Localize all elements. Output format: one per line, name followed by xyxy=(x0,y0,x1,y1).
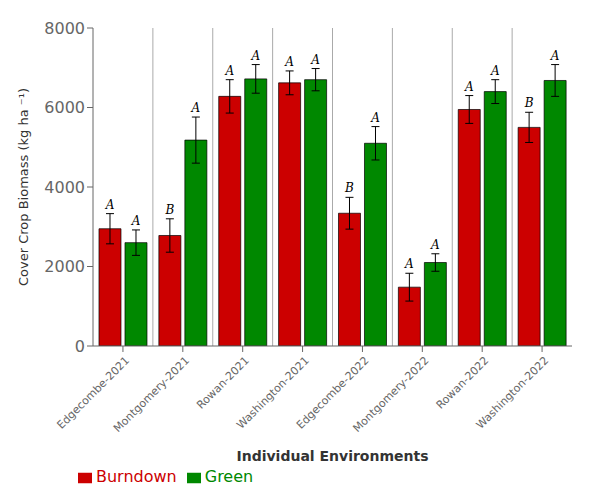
svg-text:A: A xyxy=(224,64,234,78)
svg-text:Cover Crop Biomass (kg ha ⁻¹): Cover Crop Biomass (kg ha ⁻¹) xyxy=(16,88,31,286)
svg-text:4000: 4000 xyxy=(44,178,85,197)
svg-text:A: A xyxy=(490,64,500,78)
svg-text:Individual Environments: Individual Environments xyxy=(236,448,428,464)
svg-text:Washington-2021: Washington-2021 xyxy=(234,354,312,432)
svg-text:A: A xyxy=(191,101,201,115)
svg-text:A: A xyxy=(310,53,320,67)
svg-text:Rowan-2022: Rowan-2022 xyxy=(434,354,492,412)
svg-text:Montgomery-2021: Montgomery-2021 xyxy=(111,354,192,435)
svg-text:B: B xyxy=(344,181,354,195)
html-text:Green: Green xyxy=(204,467,254,486)
svg-text:A: A xyxy=(284,55,294,69)
svg-text:Montgomery-2022: Montgomery-2022 xyxy=(351,354,432,435)
svg-text:6000: 6000 xyxy=(44,98,85,117)
svg-text:A: A xyxy=(131,214,141,228)
svg-text:Rowan-2021: Rowan-2021 xyxy=(194,354,252,412)
svg-text:A: A xyxy=(105,198,115,212)
svg-text:A: A xyxy=(404,257,414,271)
html-text:Burndown: Burndown xyxy=(96,467,177,486)
svg-text:Washington-2022: Washington-2022 xyxy=(474,354,552,432)
svg-text:A: A xyxy=(250,49,260,63)
svg-text:Edgecombe-2022: Edgecombe-2022 xyxy=(293,354,372,432)
svg-text:A: A xyxy=(370,111,380,125)
svg-text:0: 0 xyxy=(75,337,85,356)
svg-text:B: B xyxy=(524,96,534,110)
svg-text:A: A xyxy=(550,49,560,63)
svg-text:B: B xyxy=(164,203,174,217)
svg-text:Edgecombe-2021: Edgecombe-2021 xyxy=(54,354,133,432)
svg-text:8000: 8000 xyxy=(44,19,85,38)
svg-text:A: A xyxy=(430,238,440,252)
svg-text:A: A xyxy=(464,80,474,94)
svg-text:2000: 2000 xyxy=(44,257,85,276)
